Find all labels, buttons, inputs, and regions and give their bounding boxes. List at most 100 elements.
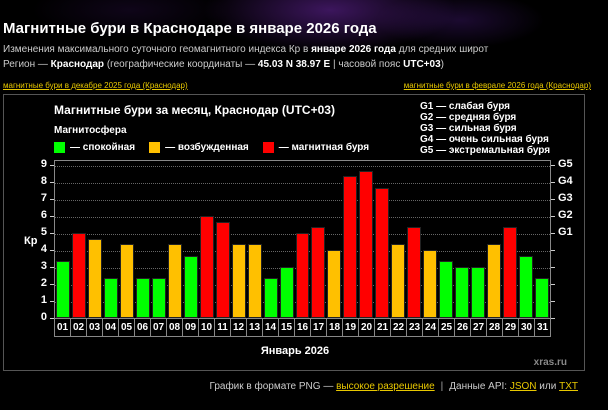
y-tick-label: 3 xyxy=(40,260,47,272)
storm-swatch-icon xyxy=(262,142,274,153)
right-tick-mark xyxy=(551,250,555,251)
bar-day-28 xyxy=(487,244,502,318)
y-tick-mark xyxy=(50,301,54,302)
legend-heading: Магнитосфера xyxy=(54,125,127,136)
right-tick-mark xyxy=(551,182,555,183)
x-tick-label: 23 xyxy=(407,319,423,336)
x-tick-label: 03 xyxy=(87,319,103,336)
right-tick-mark xyxy=(551,165,555,166)
bar-day-14 xyxy=(263,278,278,318)
right-tick-mark xyxy=(551,199,555,200)
grid-line xyxy=(55,166,550,167)
next-month-link[interactable]: магнитные бури в феврале 2026 года (Крас… xyxy=(403,81,591,90)
y-tick-label: 2 xyxy=(40,277,47,289)
x-tick-label: 22 xyxy=(391,319,407,336)
y-tick-label: 1 xyxy=(40,294,47,306)
x-tick-label: 26 xyxy=(455,319,471,336)
or-text: или xyxy=(536,381,560,392)
bar-day-22 xyxy=(391,244,406,318)
bar-day-03 xyxy=(87,238,102,318)
x-tick-label: 13 xyxy=(247,319,263,336)
y-tick-mark xyxy=(50,233,54,234)
g-legend-item: G5 — экстремальная буря xyxy=(420,145,551,156)
grid-line xyxy=(55,200,550,201)
y-tick-mark xyxy=(50,250,54,251)
bar-day-04 xyxy=(103,278,118,318)
legend-label: — возбужденная xyxy=(165,142,249,153)
x-tick-label: 25 xyxy=(439,319,455,336)
bar-day-24 xyxy=(423,250,438,318)
region-line: Регион — Краснодар (географические коорд… xyxy=(3,59,444,70)
footer: График в формате PNG — высокое разрешени… xyxy=(209,381,578,392)
bar-day-30 xyxy=(519,255,534,318)
bar-day-09 xyxy=(183,255,198,318)
x-tick-label: 12 xyxy=(231,319,247,336)
api-prefix: Данные API: xyxy=(449,381,510,392)
g-tick-label: G1 xyxy=(558,226,573,238)
x-tick-label: 29 xyxy=(503,319,519,336)
y-tick-label: 4 xyxy=(40,243,47,255)
x-tick-label: 07 xyxy=(151,319,167,336)
x-tick-label: 06 xyxy=(135,319,151,336)
coords-prefix: (географические координаты — xyxy=(104,59,258,70)
g-legend-item: G3 — сильная буря xyxy=(420,123,517,134)
txt-link[interactable]: TXT xyxy=(559,381,578,392)
x-axis-title: Январь 2026 xyxy=(260,345,330,357)
x-tick-label: 16 xyxy=(295,319,311,336)
g-legend-item: G1 — слабая буря xyxy=(420,101,511,112)
bar-day-10 xyxy=(199,216,214,318)
y-tick-label: 0 xyxy=(40,311,47,323)
bar-day-17 xyxy=(311,227,326,318)
x-tick-label: 30 xyxy=(519,319,535,336)
region-name: Краснодар xyxy=(50,59,105,70)
legend-item-storm: — магнитная буря xyxy=(262,142,370,153)
x-tick-label: 17 xyxy=(311,319,327,336)
legend-item-quiet: — спокойная xyxy=(54,142,135,153)
x-tick-label: 08 xyxy=(167,319,183,336)
bar-day-27 xyxy=(471,267,486,318)
x-tick-label: 09 xyxy=(183,319,199,336)
bar-day-21 xyxy=(375,187,390,318)
x-tick-label: 02 xyxy=(71,319,87,336)
bar-day-01 xyxy=(56,261,70,318)
png-prefix: График в формате PNG — xyxy=(209,381,337,392)
legend-label: — магнитная буря xyxy=(278,142,370,153)
g-tick-label: G4 xyxy=(558,175,573,187)
right-tick-mark xyxy=(551,284,555,285)
bar-day-25 xyxy=(439,261,454,318)
right-tick-mark xyxy=(551,233,555,234)
timezone: UTC+03 xyxy=(403,59,441,70)
bar-day-07 xyxy=(151,278,166,318)
bar-day-19 xyxy=(343,176,358,318)
bar-day-23 xyxy=(407,227,422,318)
right-tick-mark xyxy=(551,318,555,319)
prev-month-link[interactable]: магнитные бури в декабре 2025 года (Крас… xyxy=(3,81,188,90)
x-tick-label: 31 xyxy=(536,322,549,333)
bar-day-02 xyxy=(71,233,86,318)
y-tick-mark xyxy=(50,267,54,268)
g-scale-legend: G1 — слабая буря G2 — средняя буря G3 — … xyxy=(420,101,550,156)
chart-title: Магнитные бури за месяц, Краснодар (UTC+… xyxy=(54,103,335,117)
high-res-link[interactable]: высокое разрешение xyxy=(336,381,435,392)
bar-day-05 xyxy=(119,244,134,318)
x-tick-label: 11 xyxy=(215,319,231,336)
timezone-prefix: | часовой пояс xyxy=(330,59,404,70)
json-link[interactable]: JSON xyxy=(509,381,537,392)
bar-day-26 xyxy=(455,267,470,318)
x-tick-label: 15 xyxy=(279,319,295,336)
x-tick-label: 28 xyxy=(487,319,503,336)
legend-label: — спокойная xyxy=(70,142,136,153)
bar-day-12 xyxy=(231,244,246,318)
subtitle-line-1: Изменения максимального суточного геомаг… xyxy=(3,44,488,55)
y-tick-label: 9 xyxy=(40,158,47,170)
y-tick-mark xyxy=(50,284,54,285)
g-legend-item: G4 — очень сильная буря xyxy=(420,134,549,145)
grid-line xyxy=(55,183,550,184)
x-axis-labels: 01 02 03 04 05 06 07 08 09 10 11 12 13 14 15 16 17 18 19 20… xyxy=(54,319,551,337)
y-axis-label: Кр xyxy=(24,235,38,247)
plot-area xyxy=(54,160,551,319)
separator: | xyxy=(440,381,444,392)
x-tick-label: 14 xyxy=(263,319,279,336)
x-tick-label: 27 xyxy=(471,319,487,336)
x-tick-label: 04 xyxy=(103,319,119,336)
